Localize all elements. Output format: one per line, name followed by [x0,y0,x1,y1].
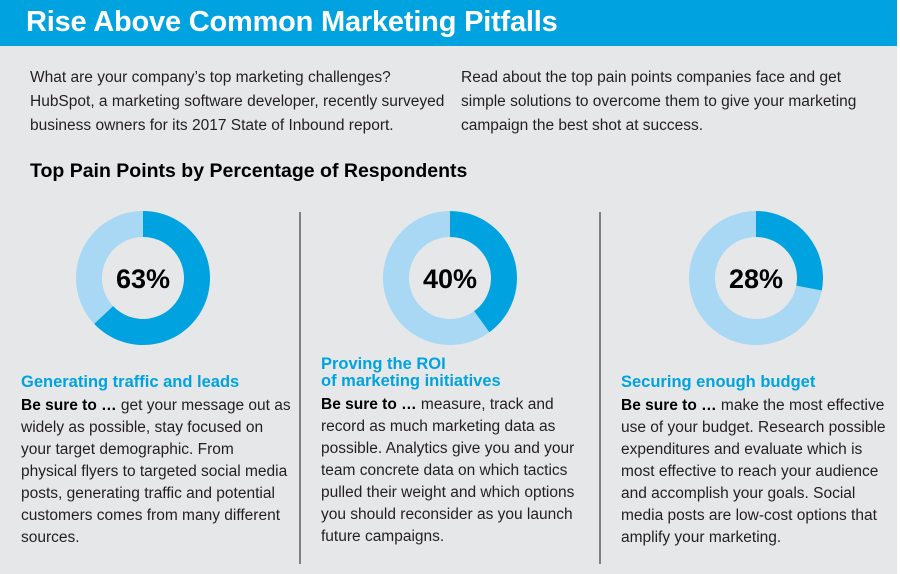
pain-point-title-line2: of marketing initiatives [321,372,501,390]
column-divider-2 [599,212,601,564]
donut-chart: 28% [689,211,823,345]
donut-value-slice [450,211,517,333]
donut-remainder-slice [689,211,822,345]
be-sure-to-lead: Be sure to … [321,396,417,413]
pain-point-column-roi: Proving the ROI of marketing initiatives … [321,356,591,548]
donut-chart: 63% [76,211,210,345]
pain-point-advice: make the most effective use of your budg… [621,397,886,546]
intro-text-right: Read about the top pain points companies… [461,69,857,134]
header-banner: Rise Above Common Marketing Pitfalls [0,0,897,46]
donut-value-slice [755,211,823,291]
pain-point-title: Generating traffic and leads [21,373,240,391]
be-sure-to-lead: Be sure to … [621,397,717,414]
chart-title: Top Pain Points by Percentage of Respond… [30,160,468,182]
intro-text-left: What are your company’s top marketing ch… [30,69,445,134]
be-sure-to-lead: Be sure to … [21,397,117,414]
pain-point-advice: measure, track and record as much market… [321,396,575,545]
pain-point-body: Be sure to … measure, track and record a… [321,394,591,548]
donut-percentage-label: 40% [423,264,477,294]
donut-chart: 40% [383,211,517,345]
pain-point-title: Proving the ROI of marketing initiatives [321,356,591,390]
donut-remainder-slice [383,211,490,345]
pain-point-title: Securing enough budget [621,373,816,391]
donut-value-slice [94,211,210,345]
page-title: Rise Above Common Marketing Pitfalls [26,6,558,38]
column-divider-1 [299,212,301,564]
pain-point-body: Be sure to … make the most effective use… [621,395,891,549]
pain-point-body: Be sure to … get your message out as wid… [21,395,291,549]
donut-remainder-slice [76,211,143,324]
pain-point-title-line1: Proving the ROI [321,355,446,373]
pain-point-column-traffic: Generating traffic and leads Be sure to … [21,374,291,549]
donut-percentage-label: 63% [116,264,170,294]
pain-point-advice: get your message out as widely as possib… [21,397,291,546]
pain-point-column-budget: Securing enough budget Be sure to … make… [621,374,891,549]
donut-percentage-label: 28% [729,264,783,294]
